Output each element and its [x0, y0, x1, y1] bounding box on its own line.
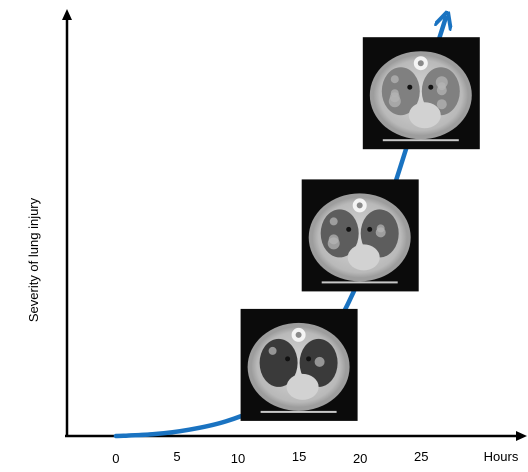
x-tick-label: 25	[414, 449, 428, 464]
ct-heart	[408, 102, 441, 129]
ct-heart	[347, 244, 380, 271]
x-tick-label: 15	[292, 449, 306, 464]
ct-bronchus	[428, 84, 434, 90]
ct-spinal-canal	[356, 202, 363, 209]
x-tick-label: 0	[112, 451, 119, 466]
ct-lung-opacity	[328, 234, 339, 245]
ct-table	[382, 139, 459, 142]
x-tick-label: 10	[231, 451, 245, 466]
ct-lung-opacity	[390, 75, 399, 84]
x-axis-arrowhead	[516, 431, 527, 441]
ct-lung-opacity	[376, 224, 385, 233]
ct-bronchus	[346, 226, 352, 232]
ct-scan-inset	[240, 308, 358, 421]
ct-bronchus	[306, 356, 312, 362]
ct-lung-opacity	[435, 76, 448, 89]
x-tick-label: 20	[353, 451, 367, 466]
ct-scan-inset	[301, 179, 419, 292]
ct-lung-opacity	[268, 346, 277, 355]
ct-table	[321, 281, 398, 284]
ct-bronchus	[285, 356, 291, 362]
ct-table	[260, 410, 337, 413]
y-axis-label: Severity of lung injury	[26, 197, 41, 322]
ct-lung-opacity	[436, 99, 447, 110]
ct-lung-opacity	[390, 89, 399, 98]
ct-spinal-canal	[295, 331, 302, 338]
x-tick-label: 5	[173, 449, 180, 464]
ct-bronchus	[407, 84, 413, 90]
ct-bronchus	[367, 226, 373, 232]
ct-heart	[286, 373, 319, 400]
ct-scan-inset	[362, 37, 480, 150]
ct-lung-opacity	[314, 356, 325, 367]
ct-spinal-canal	[417, 60, 424, 67]
x-axis-label: Hours	[484, 449, 519, 464]
ct-lung-opacity	[329, 217, 338, 226]
y-axis-arrowhead	[62, 9, 72, 20]
